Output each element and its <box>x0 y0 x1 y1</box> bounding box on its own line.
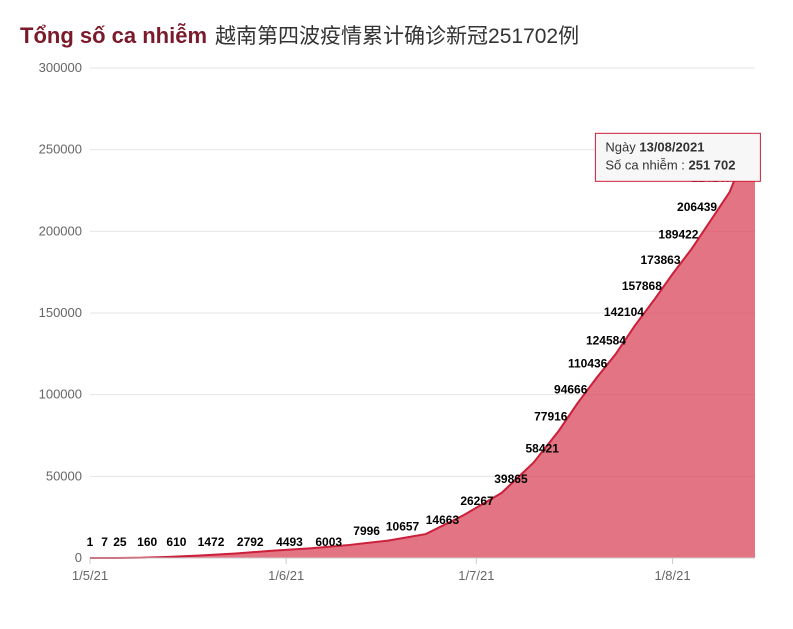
tooltip: Ngày 13/08/2021 Số ca nhiễm : 251 702 <box>595 133 760 181</box>
x-tick-label: 1/8/21 <box>654 568 690 583</box>
y-tick-label: 250000 <box>39 142 82 157</box>
chart-title-sub: 越南第四波疫情累计确诊新冠251702例 <box>215 20 579 50</box>
y-tick-label: 0 <box>75 550 82 565</box>
data-label: 14663 <box>426 513 460 527</box>
chart-title-row: Tổng số ca nhiễm 越南第四波疫情累计确诊新冠251702例 <box>20 20 773 50</box>
data-label: 4493 <box>276 535 303 549</box>
tooltip-line1: Ngày 13/08/2021 <box>605 139 704 154</box>
area-fill <box>90 147 755 558</box>
y-tick-label: 150000 <box>39 305 82 320</box>
data-label: 58421 <box>526 442 560 456</box>
data-label: 189422 <box>658 228 698 242</box>
data-label: 94666 <box>554 382 588 396</box>
x-tick-label: 1/7/21 <box>458 568 494 583</box>
data-label: 1 <box>87 535 94 549</box>
data-label: 142104 <box>604 305 644 319</box>
x-tick-label: 1/5/21 <box>72 568 108 583</box>
data-label: 77916 <box>534 410 568 424</box>
data-label: 160 <box>137 535 157 549</box>
data-label: 26267 <box>460 494 494 508</box>
data-label: 124584 <box>586 334 626 348</box>
y-tick-label: 100000 <box>39 387 82 402</box>
y-tick-label: 200000 <box>39 223 82 238</box>
area-chart-svg: 0 50000 100000 150000 200000 250000 300000 1/5/… <box>20 58 773 598</box>
data-label: 6003 <box>315 535 342 549</box>
data-label: 157868 <box>622 279 662 293</box>
y-tick-label: 300000 <box>39 60 82 75</box>
data-label: 110436 <box>568 357 608 371</box>
data-label: 10657 <box>386 520 420 534</box>
data-label: 610 <box>166 535 186 549</box>
data-label: 173863 <box>640 253 680 267</box>
tooltip-line2: Số ca nhiễm : 251 702 <box>605 157 735 172</box>
data-label: 39865 <box>494 472 528 486</box>
data-label: 2792 <box>237 535 264 549</box>
y-tick-label: 50000 <box>46 468 82 483</box>
data-label: 7 <box>101 535 108 549</box>
chart-container: Tổng số ca nhiễm 越南第四波疫情累计确诊新冠251702例 0 5… <box>20 20 773 609</box>
plot-area: 0 50000 100000 150000 200000 250000 300000 1/5/… <box>20 58 773 598</box>
data-label: 7996 <box>353 524 380 538</box>
data-label: 206439 <box>677 200 717 214</box>
x-tick-label: 1/6/21 <box>268 568 304 583</box>
chart-title-main: Tổng số ca nhiễm <box>20 23 207 49</box>
data-label: 1472 <box>198 535 225 549</box>
data-label: 25 <box>113 535 127 549</box>
